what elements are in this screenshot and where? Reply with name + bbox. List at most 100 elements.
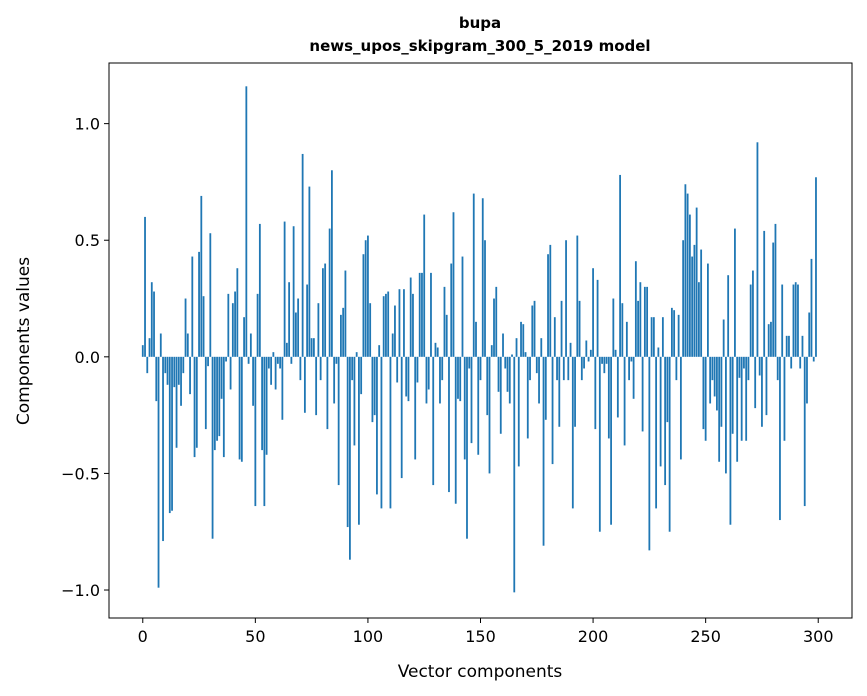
bar-69 bbox=[297, 298, 300, 357]
bar-243 bbox=[688, 214, 691, 357]
bar-210 bbox=[614, 349, 617, 357]
bar-18 bbox=[182, 356, 185, 374]
bar-140 bbox=[457, 356, 459, 399]
bar-45 bbox=[243, 317, 245, 357]
bar-218 bbox=[632, 356, 635, 399]
bar-190 bbox=[569, 342, 572, 357]
bar-278 bbox=[767, 324, 770, 357]
bar-149 bbox=[477, 356, 480, 455]
bar-228 bbox=[655, 356, 658, 509]
bar-93 bbox=[351, 356, 354, 381]
x-tick-label: 200 bbox=[578, 627, 609, 646]
bar-161 bbox=[504, 356, 507, 369]
bar-214 bbox=[623, 356, 626, 446]
bar-17 bbox=[180, 356, 182, 406]
bar-29 bbox=[207, 356, 209, 367]
bar-224 bbox=[646, 286, 649, 357]
bar-59 bbox=[274, 356, 277, 390]
bar-216 bbox=[628, 356, 631, 381]
bar-31 bbox=[211, 356, 214, 539]
bar-168 bbox=[520, 321, 522, 357]
bar-234 bbox=[668, 356, 671, 532]
bar-238 bbox=[677, 314, 680, 357]
bar-167 bbox=[517, 356, 520, 467]
bar-256 bbox=[718, 356, 721, 462]
bar-90 bbox=[344, 270, 347, 357]
bar-194 bbox=[578, 300, 581, 357]
bar-54 bbox=[263, 356, 266, 507]
bar-23 bbox=[193, 356, 196, 458]
bar-80 bbox=[321, 268, 324, 357]
bar-251 bbox=[707, 263, 709, 357]
bar-289 bbox=[792, 284, 795, 357]
bar-101 bbox=[369, 303, 372, 357]
bar-6 bbox=[155, 356, 158, 402]
bar-217 bbox=[630, 356, 633, 362]
bar-160 bbox=[502, 333, 504, 357]
bar-97 bbox=[360, 356, 363, 395]
bar-100 bbox=[367, 235, 369, 357]
bar-37 bbox=[225, 356, 227, 362]
bar-181 bbox=[549, 244, 552, 357]
bar-150 bbox=[479, 356, 482, 381]
bar-84 bbox=[330, 170, 333, 357]
bar-197 bbox=[585, 340, 588, 357]
bar-254 bbox=[713, 356, 716, 397]
bar-108 bbox=[385, 293, 387, 357]
bar-193 bbox=[576, 235, 579, 357]
y-tick-label: −0.5 bbox=[61, 464, 100, 483]
bar-98 bbox=[362, 254, 365, 357]
x-tick-label: 50 bbox=[245, 627, 265, 646]
bar-110 bbox=[389, 356, 392, 509]
bar-177 bbox=[540, 338, 543, 357]
bar-157 bbox=[495, 286, 498, 357]
bar-135 bbox=[445, 314, 448, 357]
bar-62 bbox=[281, 356, 284, 420]
bar-26 bbox=[200, 195, 203, 357]
bar-258 bbox=[722, 319, 725, 357]
bar-164 bbox=[511, 354, 513, 357]
bar-229 bbox=[657, 347, 660, 357]
bar-14 bbox=[173, 356, 176, 388]
bar-56 bbox=[267, 356, 270, 369]
bar-94 bbox=[353, 356, 356, 446]
bar-43 bbox=[238, 356, 241, 460]
bar-142 bbox=[461, 256, 464, 357]
bar-223 bbox=[643, 286, 646, 357]
bar-215 bbox=[625, 321, 628, 357]
bar-5 bbox=[153, 291, 155, 357]
bar-24 bbox=[195, 356, 198, 448]
bar-65 bbox=[288, 282, 291, 357]
bar-123 bbox=[418, 272, 421, 357]
bar-77 bbox=[315, 356, 318, 416]
bar-78 bbox=[317, 303, 320, 357]
x-tick-label: 100 bbox=[353, 627, 384, 646]
bar-104 bbox=[376, 356, 378, 495]
bar-261 bbox=[729, 356, 732, 525]
bar-131 bbox=[436, 347, 439, 357]
bar-219 bbox=[634, 261, 637, 357]
bar-277 bbox=[765, 356, 768, 416]
bar-221 bbox=[639, 282, 642, 357]
bar-127 bbox=[427, 356, 430, 390]
x-tick-label: 300 bbox=[803, 627, 834, 646]
bar-259 bbox=[725, 356, 727, 474]
bar-144 bbox=[466, 356, 468, 539]
bar-188 bbox=[565, 240, 567, 357]
bar-291 bbox=[797, 284, 799, 357]
bar-109 bbox=[387, 291, 390, 357]
bar-288 bbox=[790, 356, 793, 369]
bar-207 bbox=[607, 356, 610, 439]
bar-298 bbox=[812, 356, 815, 362]
y-axis-ticks: −1.0 −0.5 0.0 0.5 1.0 bbox=[61, 115, 109, 600]
bar-242 bbox=[686, 193, 689, 357]
bar-32 bbox=[213, 356, 216, 451]
bar-83 bbox=[328, 228, 331, 357]
bar-130 bbox=[434, 342, 437, 357]
bar-203 bbox=[598, 356, 601, 532]
bars-group bbox=[141, 86, 817, 593]
bar-199 bbox=[589, 349, 592, 357]
bar-292 bbox=[799, 356, 802, 369]
bar-235 bbox=[670, 307, 673, 357]
bar-137 bbox=[450, 263, 453, 357]
